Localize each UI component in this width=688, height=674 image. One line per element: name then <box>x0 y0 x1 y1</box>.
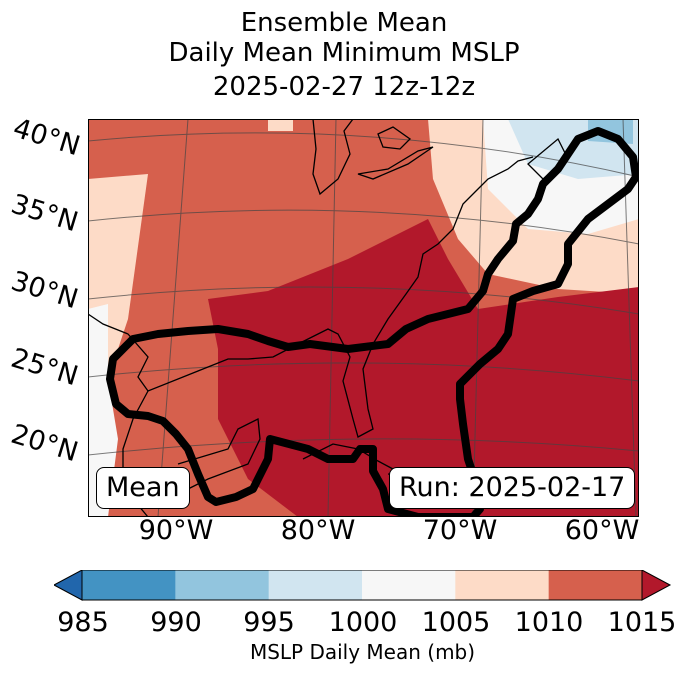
colorbar-label: MSLP Daily Mean (mb) <box>249 640 476 664</box>
pressure-field-1005-north <box>268 119 293 131</box>
colorbar-segment <box>82 570 176 600</box>
lon-label-60: 60°W <box>564 515 640 546</box>
colorbar-tick-1010: 1010 <box>514 607 584 638</box>
colorbar-segment <box>175 570 270 600</box>
colorbar-tick-1015: 1015 <box>607 607 677 638</box>
colorbar-tick-990: 990 <box>150 607 202 638</box>
coastline-yucatan <box>177 417 261 490</box>
graticule-lon-80 <box>327 119 337 517</box>
pressure-field-1000-west <box>88 304 118 517</box>
lat-label-30: 30°N <box>7 265 82 316</box>
graticule-lat-30 <box>88 286 639 315</box>
colorbar-tick-985: 985 <box>57 607 109 638</box>
graticule-lon-60 <box>622 119 637 517</box>
graticule-lon-90 <box>157 119 189 517</box>
map-panel <box>88 119 639 517</box>
colorbar-segment <box>548 570 643 600</box>
colorbar-frame <box>81 570 643 601</box>
colorbar-segment <box>455 570 550 600</box>
colorbar <box>54 570 672 601</box>
coastline-lake-michigan <box>312 119 354 196</box>
lon-label-90: 90°W <box>138 515 214 546</box>
lat-label-20: 20°N <box>7 418 82 469</box>
title-line-2: Daily Mean Minimum MSLP <box>168 38 520 68</box>
colorbar-tick-1005: 1005 <box>421 607 491 638</box>
colorbar-tick-1000: 1000 <box>328 607 398 638</box>
contour-outline <box>106 127 639 517</box>
lat-label-25: 25°N <box>7 342 82 393</box>
coastline-us <box>88 156 534 438</box>
map-frame <box>88 119 639 517</box>
colorbar-segment <box>268 570 363 600</box>
title-line-3: 2025-02-27 12z-12z <box>212 72 476 102</box>
colorbar-segment <box>362 570 456 600</box>
colorbar-extend-high <box>641 570 672 601</box>
colorbar-tick-995: 995 <box>243 607 295 638</box>
coastline-lake-erie <box>357 146 434 180</box>
run-badge: Run: 2025-02-17 <box>389 467 636 509</box>
graticule-lat-20 <box>88 438 639 456</box>
lon-label-70: 70°W <box>422 515 498 546</box>
graticule-lat-35 <box>88 209 639 245</box>
mean-badge: Mean <box>96 467 190 509</box>
lat-label-35: 35°N <box>7 188 82 239</box>
colorbar-extend-low <box>54 570 83 601</box>
coastline-lake-huron <box>377 126 412 150</box>
title-line-1: Ensemble Mean <box>240 8 448 38</box>
map-svg <box>88 119 639 517</box>
lon-label-80: 80°W <box>280 515 356 546</box>
lat-label-40: 40°N <box>9 112 84 163</box>
